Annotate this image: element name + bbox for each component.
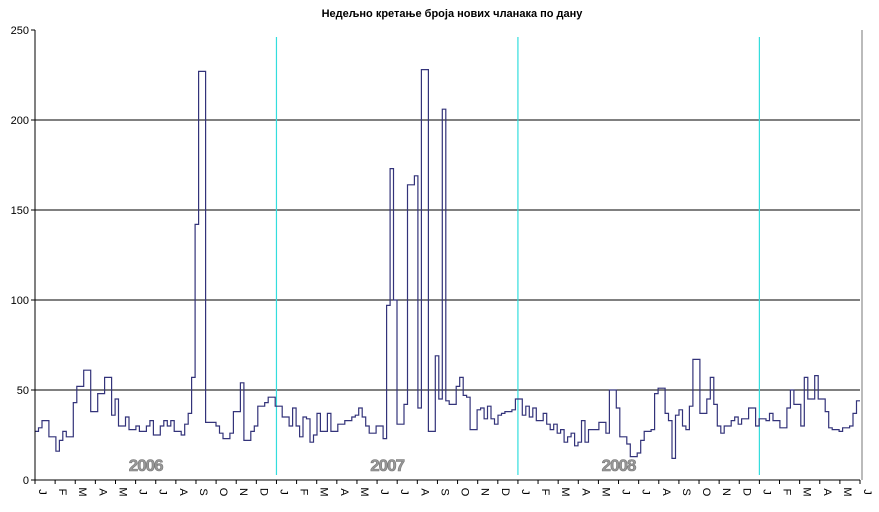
- x-tick-label: J: [640, 489, 652, 495]
- x-tick-label: F: [56, 489, 68, 496]
- x-tick-label: D: [499, 488, 511, 496]
- x-tick-label: D: [740, 488, 752, 496]
- x-tick-label: N: [237, 488, 249, 496]
- x-tick-label: M: [358, 487, 370, 496]
- x-tick-label: J: [398, 489, 410, 495]
- x-tick-label: A: [660, 488, 672, 496]
- x-tick-label: O: [459, 488, 471, 497]
- x-tick-label: M: [841, 487, 853, 496]
- x-tick-label: S: [197, 488, 209, 495]
- year-label: 2008: [602, 456, 636, 475]
- y-tick-label: 250: [11, 25, 29, 37]
- x-tick-label: O: [700, 488, 712, 497]
- x-tick-label: M: [599, 487, 611, 496]
- x-tick-label: M: [76, 487, 88, 496]
- y-tick-label: 150: [11, 205, 29, 217]
- x-tick-label: J: [861, 489, 873, 495]
- y-tick-label: 0: [23, 475, 29, 487]
- series-line: [35, 69, 860, 459]
- year-label: 2007: [370, 456, 404, 475]
- x-tick-label: J: [378, 489, 390, 495]
- x-tick-label: J: [157, 489, 169, 495]
- x-tick-label: J: [36, 489, 48, 495]
- year-label: 2006: [129, 456, 163, 475]
- x-tick-label: J: [137, 489, 149, 495]
- x-tick-label: S: [438, 488, 450, 495]
- x-tick-label: O: [217, 488, 229, 497]
- x-tick-label: A: [821, 488, 833, 496]
- x-tick-label: A: [96, 488, 108, 496]
- x-tick-label: J: [620, 489, 632, 495]
- x-tick-label: A: [338, 488, 350, 496]
- y-tick-label: 100: [11, 295, 29, 307]
- x-tick-label: A: [418, 488, 430, 496]
- x-tick-label: F: [298, 489, 310, 496]
- x-tick-label: D: [257, 488, 269, 496]
- x-tick-label: J: [519, 489, 531, 495]
- x-tick-label: J: [277, 489, 289, 495]
- x-tick-label: N: [479, 488, 491, 496]
- x-tick-label: F: [781, 489, 793, 496]
- x-tick-label: F: [539, 489, 551, 496]
- x-tick-label: M: [801, 487, 813, 496]
- x-tick-label: A: [579, 488, 591, 496]
- x-tick-label: M: [559, 487, 571, 496]
- x-tick-label: M: [116, 487, 128, 496]
- y-tick-label: 50: [17, 385, 29, 397]
- x-tick-label: S: [680, 488, 692, 495]
- x-tick-label: M: [318, 487, 330, 496]
- chart-title: Недељно кретање броја нових чланака по д…: [322, 8, 584, 20]
- x-tick-label: J: [760, 489, 772, 495]
- y-tick-label: 200: [11, 115, 29, 127]
- x-tick-label: N: [720, 488, 732, 496]
- x-tick-label: A: [177, 488, 189, 496]
